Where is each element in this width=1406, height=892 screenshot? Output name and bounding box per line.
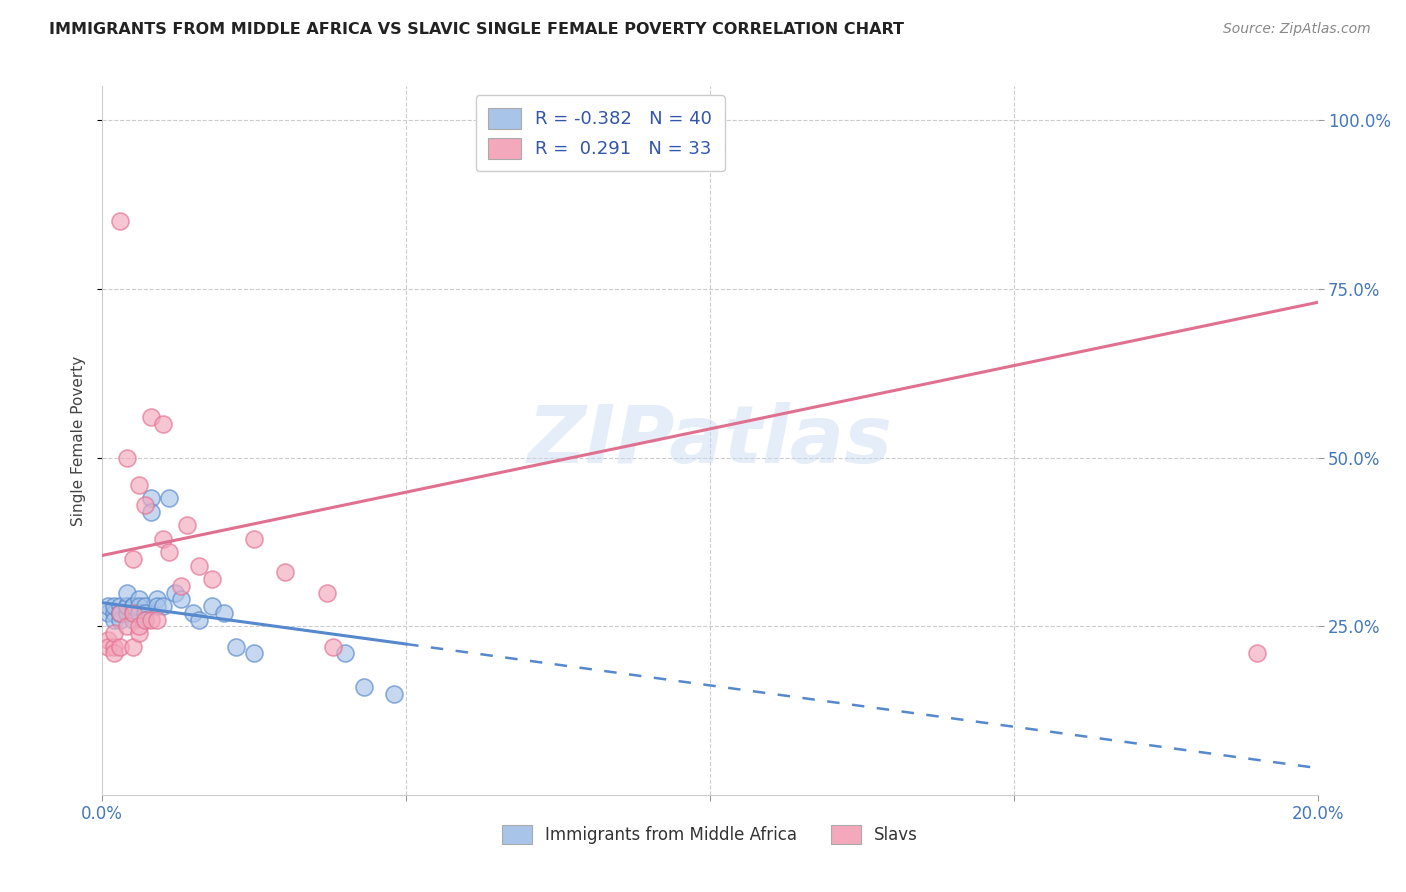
Point [128, 599, 150, 613]
Point [157, 491, 180, 505]
Point [103, 626, 125, 640]
Point [110, 606, 132, 620]
Point [134, 498, 156, 512]
Point [165, 585, 187, 599]
Point [128, 626, 150, 640]
Point [128, 619, 150, 633]
Point [115, 606, 138, 620]
Point [97, 599, 120, 613]
Point [121, 606, 143, 620]
Point [335, 646, 357, 660]
Point [200, 572, 222, 586]
Point [1246, 646, 1268, 660]
Point [183, 606, 205, 620]
Point [188, 613, 211, 627]
Point [139, 505, 162, 519]
Point [212, 606, 235, 620]
Point [134, 606, 156, 620]
Point [139, 613, 162, 627]
Point [128, 592, 150, 607]
Point [322, 640, 344, 654]
Point [97, 640, 120, 654]
Point [382, 687, 405, 701]
Point [115, 585, 138, 599]
Point [243, 532, 266, 546]
Point [134, 613, 156, 627]
Point [103, 606, 125, 620]
Text: ZIPatlas: ZIPatlas [527, 401, 893, 480]
Text: Source: ZipAtlas.com: Source: ZipAtlas.com [1223, 22, 1371, 37]
Point [146, 599, 169, 613]
Point [103, 646, 125, 660]
Point [115, 599, 138, 613]
Point [121, 640, 143, 654]
Point [134, 613, 156, 627]
Point [157, 545, 180, 559]
Point [121, 551, 143, 566]
Point [128, 606, 150, 620]
Point [128, 477, 150, 491]
Point [200, 599, 222, 613]
Point [115, 450, 138, 465]
Point [121, 599, 143, 613]
Point [121, 613, 143, 627]
Point [103, 613, 125, 627]
Point [110, 599, 132, 613]
Point [115, 599, 138, 613]
Point [170, 579, 193, 593]
Point [110, 214, 132, 228]
Point [110, 613, 132, 627]
Point [273, 566, 295, 580]
Y-axis label: Single Female Poverty: Single Female Poverty [72, 356, 86, 526]
Point [146, 592, 169, 607]
Point [103, 640, 125, 654]
Point [170, 592, 193, 607]
Point [353, 680, 375, 694]
Point [134, 599, 156, 613]
Point [176, 518, 198, 533]
Point [139, 491, 162, 505]
Text: IMMIGRANTS FROM MIDDLE AFRICA VS SLAVIC SINGLE FEMALE POVERTY CORRELATION CHART: IMMIGRANTS FROM MIDDLE AFRICA VS SLAVIC … [49, 22, 904, 37]
Point [103, 599, 125, 613]
Point [152, 599, 174, 613]
Point [188, 558, 211, 573]
Point [110, 606, 132, 620]
Point [121, 599, 143, 613]
Point [152, 417, 174, 431]
Point [110, 606, 132, 620]
Point [139, 410, 162, 425]
Point [146, 613, 169, 627]
Point [152, 532, 174, 546]
Point [225, 640, 247, 654]
Point [110, 640, 132, 654]
Legend: Immigrants from Middle Africa, Slavs: Immigrants from Middle Africa, Slavs [495, 818, 925, 850]
Point [115, 619, 138, 633]
Point [121, 606, 143, 620]
Point [243, 646, 266, 660]
Point [97, 606, 120, 620]
Point [97, 632, 120, 647]
Point [316, 585, 339, 599]
